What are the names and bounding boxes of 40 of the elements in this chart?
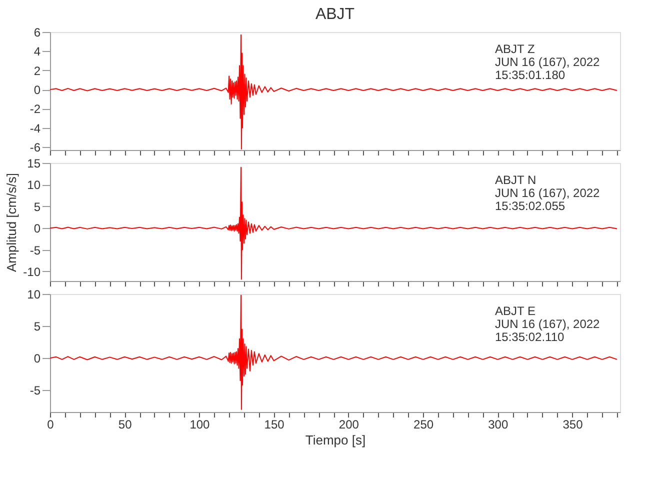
annotation: JUN 16 (167), 2022 (495, 186, 600, 200)
y-tick-label: 5 (34, 200, 41, 214)
y-tick-label: 10 (27, 288, 41, 302)
x-tick-label: 0 (47, 418, 54, 432)
annotation: JUN 16 (167), 2022 (495, 55, 600, 69)
annotation: JUN 16 (167), 2022 (495, 317, 600, 331)
y-tick-label: -5 (30, 384, 41, 398)
chart-title: ABJT (315, 6, 355, 23)
y-axis-title: Amplitud [cm/s/s] (4, 173, 20, 272)
y-tick-label: 6 (34, 26, 41, 40)
y-tick-label: -10 (23, 264, 41, 279)
y-tick-label: -4 (30, 121, 41, 136)
y-tick-label: 2 (34, 64, 41, 78)
annotation: 15:35:02.110 (495, 330, 564, 344)
y-tick-label: 5 (34, 320, 41, 334)
annotation: ABJT Z (495, 42, 535, 56)
y-tick-label: -5 (30, 243, 41, 258)
y-tick-label: -6 (30, 140, 41, 155)
line-series (50, 166, 618, 280)
x-tick-label: 100 (190, 418, 210, 432)
x-tick-label: 50 (118, 418, 132, 432)
x-tick-label: 300 (488, 418, 508, 432)
annotation: ABJT E (495, 304, 536, 318)
y-tick-label: 15 (27, 156, 41, 170)
x-tick-label: 250 (414, 418, 434, 432)
line-series (50, 294, 618, 410)
x-tick-label: 150 (264, 418, 285, 432)
y-tick-label: 4 (34, 44, 41, 59)
x-tick-label: 350 (562, 418, 584, 432)
x-tick-label: 200 (338, 418, 360, 432)
annotation: ABJT N (495, 173, 536, 187)
y-tick-label: 10 (27, 178, 41, 192)
y-tick-label: -2 (30, 102, 41, 116)
y-tick-label: 0 (34, 83, 41, 98)
annotation: 15:35:02.055 (495, 199, 566, 213)
line-series (50, 34, 618, 150)
annotation: 15:35:01.180 (495, 68, 566, 82)
y-tick-label: 0 (34, 352, 41, 366)
y-tick-label: 0 (34, 222, 41, 236)
x-axis-title: Tiempo [s] (305, 432, 366, 448)
